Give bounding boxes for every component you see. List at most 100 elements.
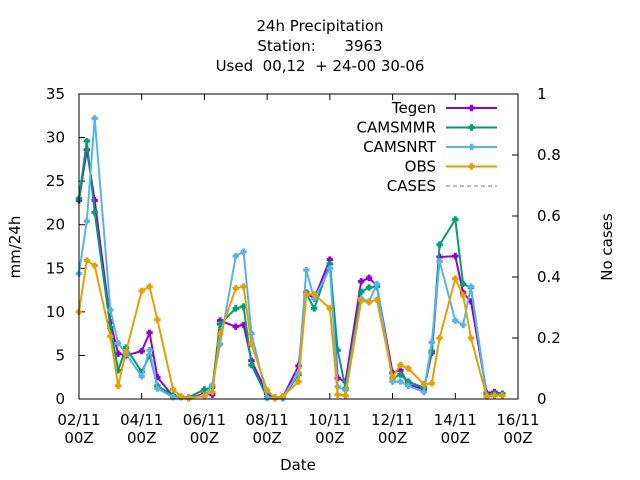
x-tick-label-date: 02/11 <box>57 411 100 429</box>
data-point-camsnrt <box>303 266 310 274</box>
x-tick-label-date: 08/11 <box>246 411 289 429</box>
data-point-camsmmr <box>83 137 91 145</box>
data-point-camsnrt <box>459 321 467 329</box>
data-point-camsnrt <box>138 373 145 380</box>
x-tick-label-hour: 00Z <box>127 429 156 447</box>
data-point-obs <box>146 283 153 290</box>
data-point-obs <box>499 392 506 399</box>
data-point-camsmmr <box>91 209 98 216</box>
data-point-camsnrt <box>146 347 153 354</box>
data-point-obs <box>91 262 98 269</box>
data-point-obs <box>185 394 192 402</box>
y-tick-label: 25 <box>46 172 65 190</box>
data-point-tegen <box>138 347 145 355</box>
data-point-obs <box>436 334 443 342</box>
data-point-obs <box>459 292 467 299</box>
chart-title-line-2: Station: 3963 <box>257 37 383 55</box>
data-point-obs <box>405 365 412 372</box>
x-tick-label-date: 06/11 <box>183 411 226 429</box>
data-point-obs <box>491 392 498 399</box>
data-point-camsnrt <box>83 218 91 225</box>
data-point-camsnrt <box>114 340 122 347</box>
data-point-obs <box>303 291 310 298</box>
legend-label-tegen: Tegen <box>391 99 436 117</box>
data-point-obs <box>240 283 247 290</box>
legend-marker-tegen <box>468 104 475 112</box>
data-point-obs <box>342 392 349 399</box>
data-point-camsnrt <box>452 317 459 324</box>
x-tick-label-hour: 00Z <box>190 429 219 447</box>
data-point-camsnrt <box>405 382 412 390</box>
x-tick-label-date: 12/11 <box>371 411 414 429</box>
legend-marker-camsnrt <box>468 143 475 151</box>
data-point-obs <box>271 394 279 402</box>
data-point-obs <box>107 333 114 340</box>
x-tick-label-date: 10/11 <box>308 411 351 429</box>
data-point-camsnrt <box>240 248 247 255</box>
data-point-camsmmr <box>216 320 224 328</box>
data-point-obs <box>397 361 404 369</box>
data-point-camsnrt <box>373 280 381 288</box>
data-point-tegen <box>365 274 373 282</box>
x-tick-label-hour: 00Z <box>64 429 93 447</box>
chart-title-line-3: Used 00,12 + 24-00 30-06 <box>215 57 425 75</box>
plot-series <box>75 115 506 402</box>
x-tick-label-date: 16/11 <box>496 411 539 429</box>
y2-tick-label: 0 <box>537 390 547 408</box>
x-tick-label-hour: 00Z <box>378 429 407 447</box>
data-point-obs <box>420 380 428 388</box>
data-point-obs <box>209 388 216 396</box>
plot-ticks <box>78 93 519 400</box>
series-camsnrt <box>75 115 506 402</box>
data-point-camsmmr <box>358 288 365 296</box>
y-tick-label: 20 <box>46 216 65 234</box>
data-point-obs <box>83 257 91 264</box>
data-point-camsnrt <box>397 378 404 385</box>
series-line-camsnrt <box>78 117 503 400</box>
data-point-camsnrt <box>467 283 475 290</box>
data-point-camsnrt <box>91 115 98 122</box>
data-point-camsnrt <box>107 306 114 314</box>
data-point-tegen <box>146 329 153 336</box>
plot-frame <box>78 93 519 400</box>
data-point-obs <box>389 374 396 381</box>
data-point-obs <box>373 296 381 303</box>
x-tick-label-date: 14/11 <box>434 411 477 429</box>
y2-tick-label: 0.6 <box>537 207 561 225</box>
data-point-obs <box>154 316 161 323</box>
data-point-camsmmr <box>459 280 467 288</box>
data-point-obs <box>358 297 365 304</box>
y-axis-label: mm/24h <box>6 216 24 279</box>
data-point-obs <box>232 285 239 292</box>
data-point-camsmmr <box>310 305 318 312</box>
legend-label-camsmmr: CAMSMMR <box>356 119 436 137</box>
data-point-camsmmr <box>248 361 255 369</box>
y-tick-label: 30 <box>46 129 65 147</box>
x-tick-label-hour: 00Z <box>252 429 281 447</box>
data-point-camsmmr <box>436 241 443 248</box>
y-tick-label: 5 <box>55 346 65 364</box>
data-point-camsmmr <box>452 216 459 223</box>
legend-label-cases: CASES <box>387 177 436 195</box>
x-tick-label-hour: 00Z <box>503 429 532 447</box>
legend-marker-obs <box>468 163 475 170</box>
y2-tick-label: 1 <box>537 85 547 103</box>
y-tick-label: 0 <box>55 390 65 408</box>
data-point-camsmmr <box>201 386 208 393</box>
y2-tick-label: 0.8 <box>537 146 561 164</box>
y-tick-label: 15 <box>46 259 65 277</box>
data-point-camsnrt <box>263 394 271 402</box>
data-point-obs <box>452 275 459 282</box>
y-tick-label: 35 <box>46 85 65 103</box>
series-obs <box>75 257 506 402</box>
data-point-obs <box>467 334 475 342</box>
data-point-camsnrt <box>232 252 239 260</box>
data-point-camsnrt <box>326 265 334 272</box>
tick-labels: 02/1100Z04/1100Z06/1100Z08/1100Z10/1100Z… <box>46 85 561 447</box>
x-tick-label-hour: 00Z <box>441 429 470 447</box>
data-point-camsnrt <box>154 385 161 392</box>
data-point-tegen <box>232 323 239 330</box>
data-point-camsnrt <box>428 339 435 346</box>
data-point-tegen <box>358 278 365 285</box>
